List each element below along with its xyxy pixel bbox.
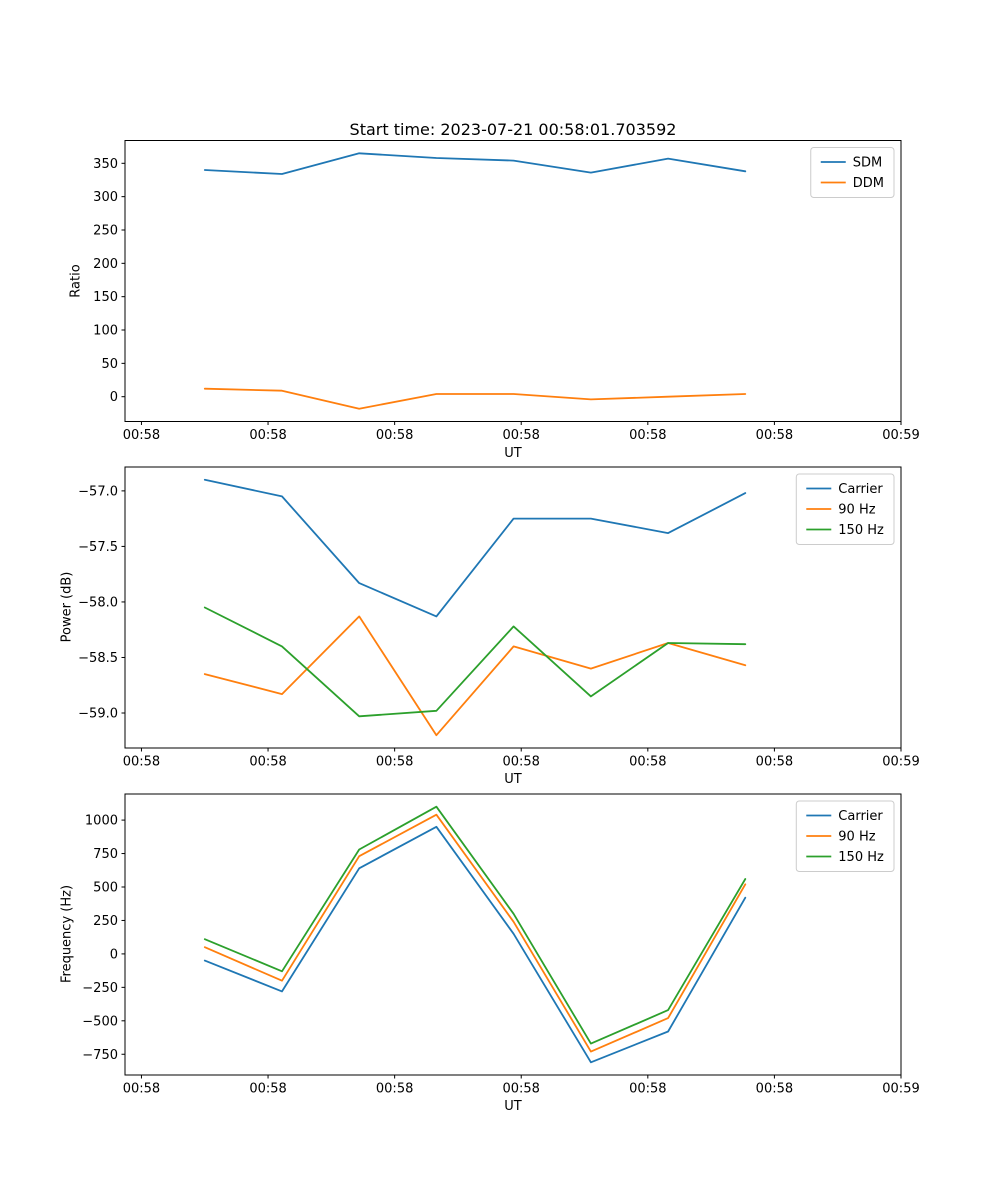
y-tick-label: 250 bbox=[93, 223, 118, 238]
subplot2-y-axis-label: Power (dB) bbox=[59, 571, 75, 643]
y-tick-label: 150 bbox=[93, 290, 118, 305]
subplot2-x-axis-label: UT bbox=[504, 772, 522, 787]
legend-box bbox=[795, 473, 895, 545]
y-tick-label: 100 bbox=[93, 324, 118, 339]
x-tick-label: 00:58 bbox=[376, 428, 413, 443]
y-tick-label: 350 bbox=[93, 157, 118, 172]
y-tick-label: 0 bbox=[110, 390, 118, 405]
y-tick-label: 0 bbox=[110, 947, 118, 962]
y-tick-label: −58.5 bbox=[78, 651, 118, 666]
y-tick-label: −57.5 bbox=[78, 540, 118, 555]
y-tick-label: 750 bbox=[93, 847, 118, 862]
chart-title: Start time: 2023-07-21 00:58:01.703592 bbox=[349, 120, 677, 139]
legend: Carrier 90 Hz 150 Hz bbox=[795, 473, 895, 545]
series-line-carrier bbox=[203, 825, 747, 1064]
x-tick-label: 00:59 bbox=[882, 1082, 919, 1097]
x-tick-label: 00:58 bbox=[502, 428, 539, 443]
x-tick-label: 00:58 bbox=[123, 428, 160, 443]
subplot-3: 00:58 00:58 00:58 00:58 00:58 00:58 00:59 −750 −… bbox=[82, 793, 920, 1097]
x-tick-label: 00:58 bbox=[502, 755, 539, 770]
legend-box bbox=[810, 147, 895, 198]
y-tick-label: 500 bbox=[93, 880, 118, 895]
x-tick-label: 00:59 bbox=[882, 755, 919, 770]
x-tick-label: 00:58 bbox=[629, 428, 666, 443]
axes-frame bbox=[124, 466, 902, 749]
x-tick-label: 00:58 bbox=[629, 1082, 666, 1097]
x-tick-label: 00:58 bbox=[376, 755, 413, 770]
legend-label: 90 Hz bbox=[838, 830, 875, 845]
legend-label: Carrier bbox=[838, 809, 883, 824]
legend: SDM DDM bbox=[810, 147, 895, 198]
series-line-150-hz bbox=[203, 805, 747, 1045]
legend-label: 90 Hz bbox=[838, 503, 875, 518]
series-line-150-hz bbox=[203, 606, 747, 718]
y-tick-label: −750 bbox=[82, 1048, 118, 1063]
x-tick-label: 00:58 bbox=[376, 1082, 413, 1097]
series-line-ddm bbox=[203, 387, 747, 410]
legend-label: 150 Hz bbox=[838, 850, 884, 865]
subplot-1: 00:58 00:58 00:58 00:58 00:58 00:58 00:59 0 50 10… bbox=[93, 140, 920, 443]
legend: Carrier 90 Hz 150 Hz bbox=[795, 800, 895, 872]
subplot3-y-axis-label: Frequency (Hz) bbox=[59, 884, 75, 984]
axes-frame bbox=[124, 793, 902, 1076]
y-tick-label: 200 bbox=[93, 257, 118, 272]
series-line-carrier bbox=[203, 478, 747, 618]
legend-label: SDM bbox=[853, 156, 882, 171]
subplot-2: 00:58 00:58 00:58 00:58 00:58 00:58 00:59 −57.0… bbox=[78, 466, 920, 770]
axes-frame bbox=[124, 140, 902, 422]
legend-box bbox=[795, 800, 895, 872]
series-line-90-hz bbox=[203, 813, 747, 1053]
x-tick-label: 00:58 bbox=[249, 755, 286, 770]
x-tick-label: 00:58 bbox=[756, 428, 793, 443]
x-tick-label: 00:58 bbox=[502, 1082, 539, 1097]
y-tick-label: −58.0 bbox=[78, 595, 118, 610]
y-tick-label: −250 bbox=[82, 981, 118, 996]
y-tick-label: 250 bbox=[93, 914, 118, 929]
y-tick-label: −57.0 bbox=[78, 484, 118, 499]
legend-label: Carrier bbox=[838, 482, 883, 497]
x-tick-label: 00:58 bbox=[756, 1082, 793, 1097]
subplot1-x-axis-label: UT bbox=[504, 446, 522, 461]
x-tick-label: 00:58 bbox=[123, 755, 160, 770]
y-tick-label: 1000 bbox=[85, 814, 118, 829]
x-tick-label: 00:58 bbox=[629, 755, 666, 770]
x-tick-label: 00:58 bbox=[249, 428, 286, 443]
y-tick-label: 300 bbox=[93, 190, 118, 205]
x-tick-label: 00:59 bbox=[882, 428, 919, 443]
x-tick-label: 00:58 bbox=[249, 1082, 286, 1097]
x-tick-label: 00:58 bbox=[123, 1082, 160, 1097]
series-line-90-hz bbox=[203, 615, 747, 737]
legend-label: DDM bbox=[853, 176, 884, 191]
series-line-sdm bbox=[203, 152, 747, 175]
subplot3-x-axis-label: UT bbox=[504, 1099, 522, 1114]
y-tick-label: −59.0 bbox=[78, 707, 118, 722]
y-tick-label: 50 bbox=[101, 357, 118, 372]
subplot1-y-axis-label: Ratio bbox=[68, 264, 84, 298]
legend-label: 150 Hz bbox=[838, 523, 884, 538]
x-tick-label: 00:58 bbox=[756, 755, 793, 770]
y-tick-label: −500 bbox=[82, 1014, 118, 1029]
